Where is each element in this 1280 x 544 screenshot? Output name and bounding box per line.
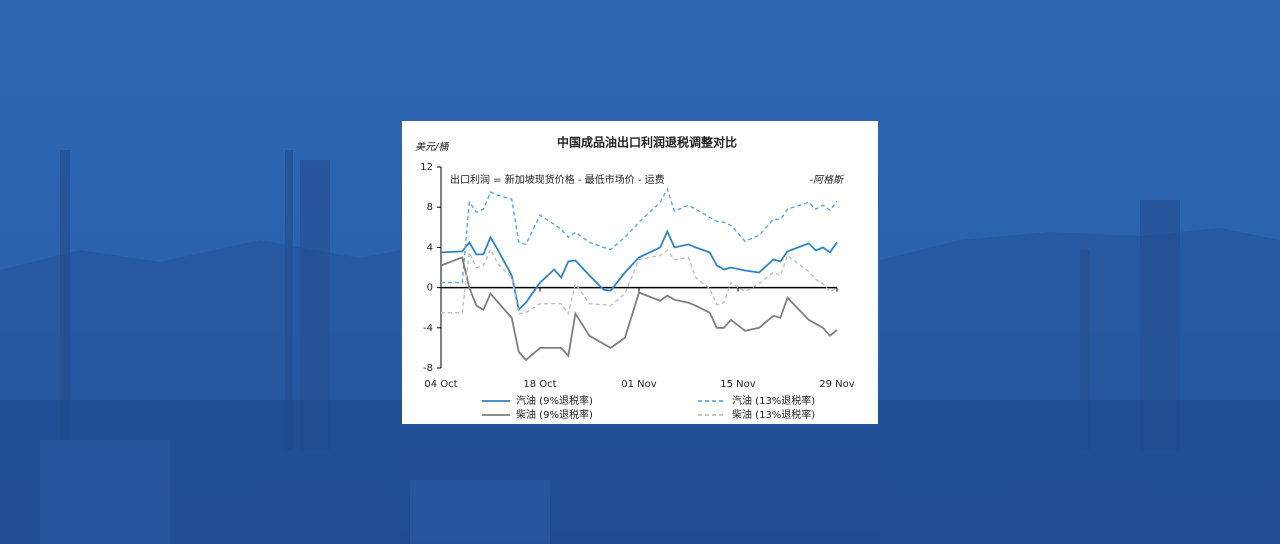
y-tick-label: -4 (423, 323, 433, 334)
legend-label: 柴油 (13%退税率) (732, 408, 815, 421)
line-series (440, 256, 838, 362)
chart-background (402, 121, 878, 424)
x-tick-label: 29 Nov (819, 379, 855, 390)
x-tick-label: 04 Oct (424, 379, 457, 390)
x-tick-label: 01 Nov (621, 379, 657, 390)
y-tick-label: 12 (420, 162, 433, 173)
chart: 中国成品油出口利润退税调整对比 美元/桶 出口利润 = 新加坡现货价格 - 最低… (402, 121, 878, 424)
x-tick-label: 18 Oct (523, 379, 556, 390)
legend-label: 柴油 (9%退税率) (516, 408, 593, 421)
legend-label: 汽油 (13%退税率) (732, 394, 815, 407)
line-series (441, 247, 838, 316)
chart-title: 中国成品油出口利润退税调整对比 (557, 135, 737, 150)
y-tick-label: 8 (427, 202, 433, 213)
y-tick-label: 0 (427, 283, 433, 294)
source-note: -阿格斯 (809, 174, 845, 186)
legend-label: 汽油 (9%退税率) (516, 394, 593, 407)
y-tick-label: -8 (423, 363, 433, 374)
line-series (440, 229, 838, 312)
x-tick-label: 15 Nov (720, 379, 756, 390)
y-tick-label: 4 (427, 242, 433, 253)
line-series (441, 187, 838, 284)
y-axis-label: 美元/桶 (415, 141, 449, 153)
annotation: 出口利润 = 新加坡现货价格 - 最低市场价 - 运费 (450, 173, 665, 186)
